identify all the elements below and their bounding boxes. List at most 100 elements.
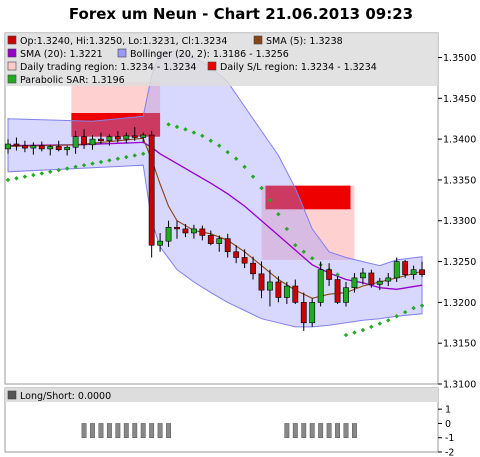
sub-tick-label: -1 [445, 433, 454, 444]
candle [250, 256, 256, 280]
candle [30, 142, 37, 155]
candle-body [30, 145, 37, 149]
psar-point [233, 156, 239, 161]
psar-point [360, 327, 366, 333]
candle [38, 141, 45, 152]
candle [199, 225, 206, 241]
candle [326, 263, 332, 287]
candle [376, 277, 383, 291]
legend-item-label: Op:1.3240, Hi:1.3250, Lo:1.3231, Cl:1.32… [20, 36, 227, 47]
candle-body [165, 226, 172, 242]
candle-body [98, 138, 104, 142]
candle [5, 139, 11, 154]
psar-point [250, 174, 256, 179]
candle-body [64, 146, 71, 151]
sl-region [71, 112, 161, 137]
psar-point [259, 185, 264, 191]
legend-item-label: Bollinger (20, 2): 1.3186 - 1.3256 [130, 49, 289, 60]
legend-swatch [117, 48, 127, 58]
candle [283, 281, 290, 305]
psar-point [166, 122, 171, 127]
chart-title: Forex um Neun - Chart 21.06.2013 09:23 [69, 5, 413, 23]
candle-body [283, 285, 290, 298]
candle [241, 249, 248, 269]
long-short-bar [343, 423, 349, 438]
candle [72, 130, 79, 154]
candle [81, 129, 87, 149]
long-short-bar [326, 423, 332, 438]
legend-swatch [7, 74, 17, 84]
candle [334, 276, 341, 305]
psar-point [64, 166, 70, 171]
candle [385, 272, 392, 287]
candle [89, 135, 96, 150]
long-short-bar [98, 423, 104, 438]
candle-body [38, 145, 45, 150]
candle-body [5, 143, 11, 150]
candle [419, 261, 425, 278]
long-short-bar [140, 423, 146, 438]
legend-item-label: Parabolic SAR: 1.3196 [20, 75, 125, 86]
price-tick-label: 1.3150 [443, 339, 476, 350]
psar-point [31, 172, 36, 178]
price-tick-label: 1.3500 [443, 53, 476, 64]
candle-body [267, 281, 273, 291]
psar-point [73, 164, 78, 170]
candle-body [343, 287, 349, 303]
candle [410, 265, 417, 280]
candle [64, 145, 71, 156]
candle-body [241, 257, 248, 264]
long-short-bar [292, 423, 298, 438]
legend-swatch [7, 48, 17, 58]
psar-point [22, 174, 28, 179]
psar-point [115, 156, 121, 161]
sub-axis: 1 0 -1 -2 [438, 405, 454, 457]
candle [47, 144, 54, 156]
legend-item-label: SMA (5): 1.3238 [266, 36, 343, 47]
candle-body [292, 285, 299, 303]
psar-point [141, 151, 146, 157]
psar-point [132, 153, 137, 158]
psar-point [276, 212, 281, 217]
candle-body [326, 269, 332, 280]
candle [191, 224, 197, 239]
legend-item-label: SMA (20): 1.3221 [20, 49, 103, 60]
candle-body [258, 273, 265, 291]
price-tick-label: 1.3250 [443, 257, 476, 268]
candle-body [376, 280, 383, 285]
psar-point [225, 149, 230, 155]
candle [106, 134, 113, 146]
long-short-bar [115, 423, 121, 438]
candle [275, 276, 282, 303]
psar-point [56, 167, 61, 173]
candle-body [334, 279, 341, 303]
psar-point [200, 133, 205, 139]
candle [157, 232, 163, 252]
candle [368, 269, 375, 288]
price-tick-label: 1.3350 [443, 175, 476, 186]
legend-swatch [7, 61, 17, 71]
psar-point [48, 169, 53, 174]
candle-body [402, 261, 409, 275]
candle-body [419, 269, 425, 275]
candle-body [55, 146, 62, 151]
legend-box [5, 33, 438, 86]
psar-point [310, 256, 315, 261]
candle [182, 224, 189, 238]
candle [114, 130, 121, 143]
candle-body [140, 134, 147, 138]
candles-layer [5, 126, 425, 331]
candle [98, 132, 104, 145]
psar-point [174, 124, 180, 130]
legend-swatch [207, 61, 217, 71]
price-axis: 1.3100 1.3150 1.3200 1.3250 1.3300 1.3350 1.34… [438, 53, 476, 391]
psar-point [191, 130, 197, 135]
long-short-bar [157, 423, 163, 438]
candle-body [47, 146, 54, 150]
candle-body [275, 281, 282, 298]
candle-body [89, 138, 96, 146]
psar-point [394, 314, 399, 319]
candle [21, 140, 28, 153]
long-short-bar [149, 423, 155, 438]
psar-point [183, 127, 188, 132]
